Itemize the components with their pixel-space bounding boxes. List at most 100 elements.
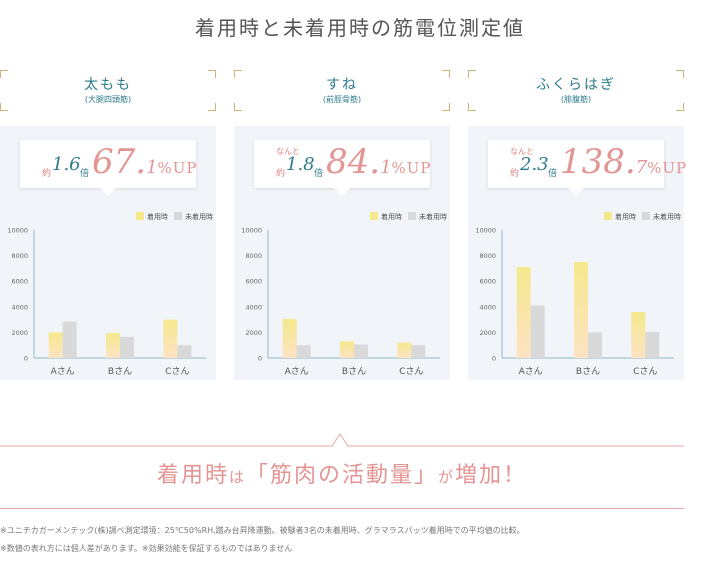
bar-unworn <box>530 305 545 358</box>
chart-panel: なんと 約 2.3 倍 138.7%UP 0 2000 4000 6000 8000 10… <box>468 126 686 380</box>
bar-worn <box>397 342 412 358</box>
percent-dec: 1 <box>380 157 392 178</box>
legend-swatch <box>370 212 378 220</box>
bubble-bai: 倍 <box>548 169 558 179</box>
percent-int: 138. <box>560 142 636 182</box>
legend-label: 未着用時 <box>419 212 447 221</box>
muscle-name: ふくらはぎ <box>536 77 616 93</box>
muscle-header: すね (前脛骨筋) <box>234 70 450 111</box>
bar-worn <box>340 341 354 358</box>
bar-chart: 0 2000 4000 6000 8000 10000 Aさん Bさん Cさん 着用時 未着用時 <box>7 212 213 377</box>
column-shin: すね (前脛骨筋) なんと 約 1.8 倍 84.1%UP 0 2000 4000 6… <box>234 70 450 380</box>
bar-unworn <box>177 345 192 358</box>
muscle-name: すね <box>326 77 358 93</box>
bubble-percent: 84.1%UP <box>326 142 432 182</box>
legend-label: 未着用時 <box>185 212 213 221</box>
bar-chart: 0 2000 4000 6000 8000 10000 Aさん Bさん Cさん 着用時 未着用時 <box>241 212 447 377</box>
y-tick-label: 4000 <box>479 303 496 311</box>
y-tick-label: 2000 <box>479 329 496 337</box>
y-tick-label: 8000 <box>11 252 28 260</box>
footer-divider <box>0 508 684 509</box>
footnote-disclaimer: ※数値の表れ方には個人差があります。※効果効能を保証するものではありません <box>0 544 293 553</box>
percent-suffix: %UP <box>647 159 688 177</box>
bubble-prefix: なんと <box>276 147 300 156</box>
bubble-approx: 約 <box>276 169 286 179</box>
bar-worn <box>106 333 120 358</box>
bar-unworn <box>62 321 77 358</box>
bar-worn <box>574 262 588 358</box>
chart-panel: 約 1.6 倍 67.1%UP 0 2000 4000 6000 8000 10000 Aさ… <box>0 126 216 380</box>
legend-label: 未着用時 <box>653 212 681 221</box>
bar-unworn <box>296 345 311 358</box>
x-tick-label: Bさん <box>342 366 366 377</box>
increase-bubble: なんと 約 2.3 倍 138.7%UP <box>488 140 686 196</box>
conclusion-particle-wa: は <box>228 468 246 486</box>
column-calf: ふくらはぎ (腓腹筋) なんと 約 2.3 倍 138.7%UP 0 2000 40… <box>468 70 686 380</box>
percent-dec: 1 <box>146 157 158 178</box>
y-tick-label: 4000 <box>245 303 262 311</box>
percent-suffix: %UP <box>157 159 198 177</box>
legend-label: 着用時 <box>381 212 402 221</box>
muscle-header: ふくらはぎ (腓腹筋) <box>468 70 684 111</box>
chart-panel: なんと 約 1.8 倍 84.1%UP 0 2000 4000 6000 8000 100… <box>234 126 450 380</box>
muscle-header: 太もも (大腿四頭筋) <box>0 70 216 111</box>
conclusion-text: 着用時は「筋肉の活動量」が増加！ <box>0 457 684 489</box>
x-tick-label: Aさん <box>285 366 309 377</box>
muscle-subname: (前脛骨筋) <box>322 95 362 104</box>
y-tick-label: 2000 <box>11 329 28 337</box>
bubble-percent: 138.7%UP <box>560 142 687 182</box>
bar-unworn <box>411 345 426 358</box>
bar-worn <box>516 267 531 358</box>
y-tick-label: 8000 <box>479 252 496 260</box>
legend-swatch <box>604 212 612 220</box>
muscle-subname: (大腿四頭筋) <box>84 95 132 104</box>
muscle-name: 太もも <box>84 77 132 93</box>
x-tick-label: Cさん <box>399 366 423 377</box>
legend-swatch <box>642 212 650 220</box>
percent-int: 84. <box>326 142 381 182</box>
bar-worn <box>282 318 297 358</box>
y-tick-label: 0 <box>24 355 28 363</box>
increase-bubble: なんと 約 1.8 倍 84.1%UP <box>254 140 432 196</box>
x-tick-label: Cさん <box>165 366 189 377</box>
percent-dec: 7 <box>635 157 648 178</box>
y-tick-label: 10000 <box>241 227 262 235</box>
y-tick-label: 6000 <box>245 278 262 286</box>
x-tick-label: Bさん <box>576 366 600 377</box>
legend-swatch <box>174 212 182 220</box>
conclusion-particle-ga: が <box>438 468 456 486</box>
y-tick-label: 6000 <box>11 278 28 286</box>
bar-worn <box>163 319 178 358</box>
bubble-bai: 倍 <box>80 169 90 179</box>
page-title: 着用時と未着用時の筋電位測定値 <box>195 16 525 40</box>
x-tick-label: Cさん <box>633 366 657 377</box>
conclusion-worn: 着用時 <box>156 463 229 488</box>
bubble-approx: 約 <box>42 169 52 179</box>
bubble-times: 1.8 <box>286 154 315 175</box>
percent-suffix: %UP <box>391 159 432 177</box>
bar-unworn <box>120 336 134 358</box>
footnote-measurement: ※ユニチカガーメンテック(株)調べ測定環境：25℃50%RH,踏み台昇降運動。被… <box>0 526 525 535</box>
percent-int: 67. <box>92 142 147 182</box>
bubble-bai: 倍 <box>314 169 324 179</box>
y-tick-label: 2000 <box>245 329 262 337</box>
legend-swatch <box>408 212 416 220</box>
bar-unworn <box>354 344 368 358</box>
x-tick-label: Aさん <box>519 366 543 377</box>
legend-label: 着用時 <box>147 212 168 221</box>
column-thigh: 太もも (大腿四頭筋) 約 1.6 倍 67.1%UP 0 2000 4000 600… <box>0 70 216 380</box>
muscle-subname: (腓腹筋) <box>560 95 592 104</box>
y-tick-label: 10000 <box>7 227 28 235</box>
legend-swatch <box>136 212 144 220</box>
bubble-percent: 67.1%UP <box>92 142 198 182</box>
bar-chart: 0 2000 4000 6000 8000 10000 Aさん Bさん Cさん 着用時 未着用時 <box>475 212 681 377</box>
increase-bubble: 約 1.6 倍 67.1%UP <box>20 140 198 196</box>
legend-label: 着用時 <box>615 212 636 221</box>
y-tick-label: 0 <box>492 355 496 363</box>
bubble-times: 2.3 <box>520 154 549 175</box>
y-tick-label: 4000 <box>11 303 28 311</box>
conclusion-muscle-activity: 「筋肉の活動量」 <box>245 463 438 488</box>
x-tick-label: Aさん <box>51 366 75 377</box>
y-tick-label: 10000 <box>475 227 496 235</box>
y-tick-label: 8000 <box>245 252 262 260</box>
